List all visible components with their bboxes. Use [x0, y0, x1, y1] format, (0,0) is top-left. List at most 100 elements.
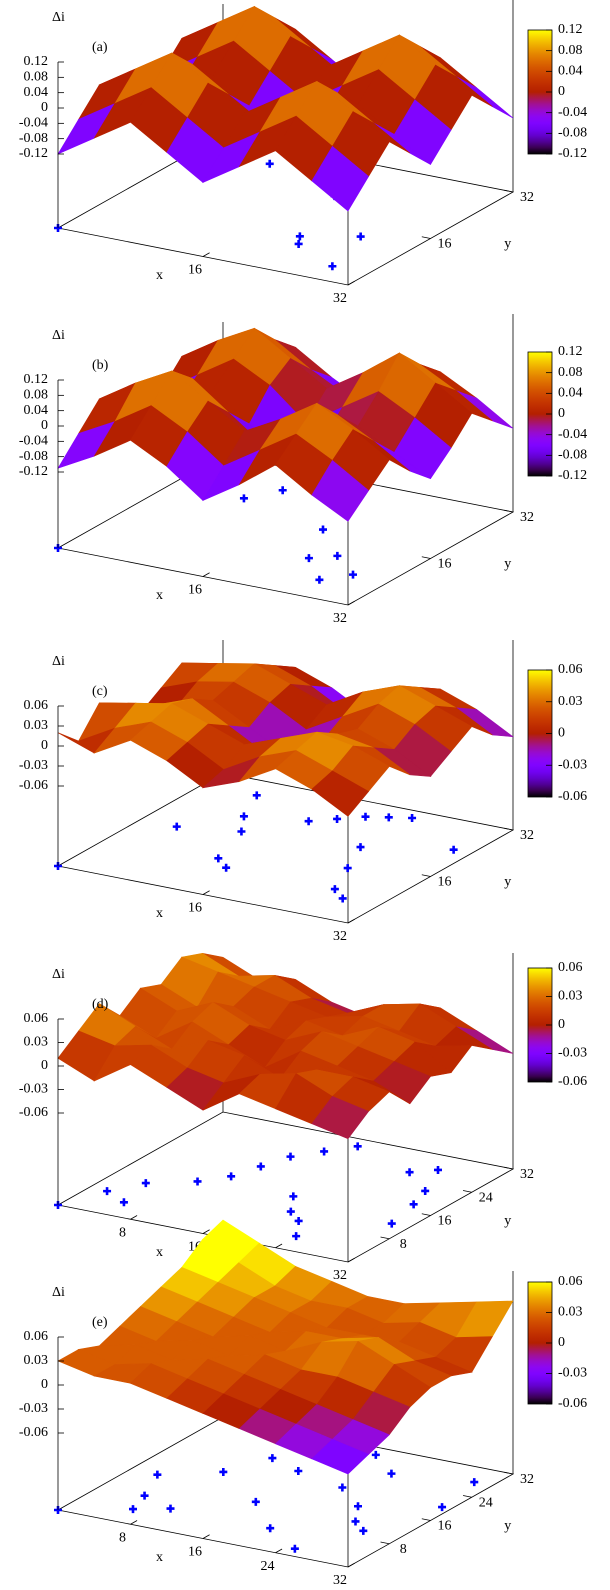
z-tick-label: 0.06	[24, 1011, 49, 1026]
z-tick-label: -0.06	[19, 1425, 48, 1440]
y-tick	[421, 874, 431, 877]
impurity-marker	[294, 239, 303, 248]
y-tick	[462, 1190, 472, 1193]
impurity-marker	[239, 812, 248, 821]
z-tick-label: 0.03	[24, 718, 49, 733]
y-tick-label: 16	[438, 237, 452, 252]
impurity-marker	[119, 1198, 128, 1207]
colorbar-tick-label: 0.08	[558, 43, 583, 58]
z-tick-label: 0.08	[24, 388, 49, 403]
panel-label: (b)	[92, 358, 109, 373]
base-plane	[56, 772, 515, 924]
colorbar-tick-label: 0	[558, 406, 565, 421]
impurity-marker	[266, 1524, 275, 1533]
x-tick	[130, 1215, 138, 1220]
impurity-marker	[239, 494, 248, 503]
x-tick	[275, 1243, 283, 1249]
colorbar-tick-label: -0.06	[558, 789, 587, 804]
impurity-marker	[278, 486, 287, 495]
x-tick	[202, 1534, 210, 1539]
impurity-marker	[434, 1165, 442, 1174]
z-tick-label: -0.12	[19, 464, 48, 479]
impurity-marker	[141, 1179, 150, 1188]
colorbar-tick-label: -0.03	[558, 1366, 587, 1381]
panel-label: (e)	[92, 1315, 108, 1330]
impurity-marker	[328, 262, 337, 271]
impurity-marker	[265, 159, 274, 168]
z-tick-label: 0	[41, 738, 48, 753]
x-tick	[347, 1562, 355, 1568]
impurity-marker	[304, 554, 313, 563]
colorbar-tick-label: 0.03	[558, 989, 583, 1004]
z-axis-label: Δi	[52, 1285, 65, 1300]
impurity-marker	[103, 1187, 112, 1196]
impurity-marker	[286, 1207, 295, 1216]
colorbar-tick-label: 0.03	[558, 1305, 583, 1320]
x-tick-label: 32	[333, 1573, 347, 1588]
impurity-marker	[353, 1142, 362, 1151]
colorbar-tick-label: -0.08	[558, 448, 587, 463]
impurity-marker	[349, 570, 357, 579]
y-axis-label: y	[504, 875, 511, 890]
y-tick-label: 8	[400, 1237, 407, 1252]
x-tick-label: 16	[188, 1545, 202, 1560]
impurity-marker	[193, 1177, 202, 1186]
colorbar-tick-label: 0.06	[558, 1274, 583, 1289]
x-tick-label: 8	[119, 1530, 126, 1545]
impurity-marker	[361, 812, 370, 821]
impurity-marker	[384, 813, 393, 822]
impurity-marker	[470, 1478, 479, 1487]
impurity-marker	[294, 1216, 303, 1225]
y-tick-label: 8	[400, 1542, 407, 1557]
y-tick-label: 16	[438, 1519, 452, 1534]
y-axis-label: y	[504, 237, 511, 252]
x-tick-label: 32	[333, 1268, 347, 1283]
y-tick	[504, 1471, 514, 1475]
z-axis-label: Δi	[52, 654, 65, 669]
impurity-marker	[214, 854, 223, 863]
z-tick-label: 0.12	[24, 372, 49, 387]
x-tick	[275, 1548, 283, 1554]
impurity-marker	[330, 885, 339, 894]
x-tick-label: 8	[119, 1225, 126, 1240]
z-tick-label: -0.06	[19, 778, 48, 793]
impurity-marker	[338, 894, 347, 903]
impurity-marker	[343, 864, 352, 873]
z-tick-label: -0.06	[19, 1105, 48, 1120]
impurity-marker	[333, 814, 342, 823]
impurity-marker	[172, 822, 181, 831]
colorbar-tick-label: -0.03	[558, 757, 587, 772]
y-tick	[421, 1213, 431, 1216]
colorbar-tick-label: 0.12	[558, 22, 583, 37]
impurity-marker	[140, 1491, 149, 1500]
impurity-marker	[438, 1503, 447, 1512]
impurity-marker	[354, 1502, 362, 1511]
x-tick-label: 32	[333, 291, 347, 306]
y-tick	[504, 189, 514, 193]
surface-patch	[311, 770, 370, 817]
surface-patch	[311, 1438, 370, 1475]
impurity-marker	[356, 232, 365, 241]
z-axis-label: Δi	[52, 328, 65, 343]
y-tick-label: 24	[479, 1190, 493, 1205]
colorbar-tick-label: -0.12	[558, 146, 587, 161]
surface-patch	[311, 145, 369, 212]
impurity-marker	[286, 1152, 295, 1161]
z-tick-label: 0.06	[24, 698, 49, 713]
impurity-marker	[387, 1219, 396, 1228]
y-tick	[421, 236, 431, 239]
colorbar-tick-label: -0.04	[558, 427, 587, 442]
y-tick-label: 32	[520, 190, 534, 205]
x-axis-label: x	[156, 588, 163, 603]
z-tick-label: 0	[41, 1377, 48, 1392]
colorbar-tick-label: 0	[558, 84, 565, 99]
x-axis-label: x	[156, 906, 163, 921]
x-axis-label: x	[156, 268, 163, 283]
x-tick	[130, 1520, 138, 1525]
impurity-marker	[289, 1192, 298, 1201]
colorbar-tick-label: -0.04	[558, 105, 587, 120]
impurity-marker	[294, 1467, 303, 1475]
z-tick-label: 0.03	[24, 1035, 49, 1050]
y-axis-label: y	[504, 1519, 511, 1534]
